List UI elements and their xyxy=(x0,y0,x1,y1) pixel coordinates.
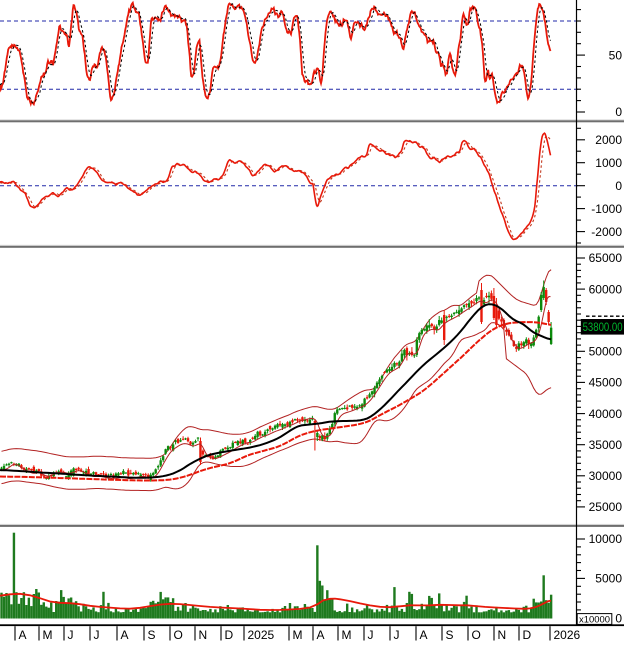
svg-text:50: 50 xyxy=(609,48,623,62)
svg-text:45000: 45000 xyxy=(589,376,623,390)
svg-text:J: J xyxy=(94,628,100,642)
svg-text:-2000: -2000 xyxy=(591,225,622,239)
svg-text:A: A xyxy=(121,628,129,642)
svg-text:40000: 40000 xyxy=(589,407,623,421)
svg-text:A: A xyxy=(420,628,428,642)
svg-text:S: S xyxy=(148,628,156,642)
svg-text:O: O xyxy=(174,628,183,642)
svg-text:10000: 10000 xyxy=(589,532,623,546)
svg-text:25000: 25000 xyxy=(589,500,623,514)
svg-text:J: J xyxy=(368,628,374,642)
svg-text:65000: 65000 xyxy=(589,251,623,265)
svg-text:2025: 2025 xyxy=(248,628,275,642)
svg-text:2000: 2000 xyxy=(595,133,622,147)
svg-text:0: 0 xyxy=(615,105,622,119)
svg-text:A: A xyxy=(19,628,27,642)
svg-text:N: N xyxy=(498,628,507,642)
svg-text:2026: 2026 xyxy=(554,628,581,642)
svg-text:30000: 30000 xyxy=(589,469,623,483)
svg-text:S: S xyxy=(446,628,454,642)
svg-text:M: M xyxy=(43,628,53,642)
svg-text:x10000: x10000 xyxy=(579,614,610,625)
svg-text:35000: 35000 xyxy=(589,438,623,452)
svg-text:60000: 60000 xyxy=(589,282,623,296)
svg-text:N: N xyxy=(199,628,208,642)
svg-text:5000: 5000 xyxy=(595,572,622,586)
svg-text:M: M xyxy=(342,628,352,642)
svg-text:-1000: -1000 xyxy=(591,202,622,216)
svg-text:D: D xyxy=(225,628,234,642)
svg-text:A: A xyxy=(317,628,325,642)
svg-text:J: J xyxy=(68,628,74,642)
svg-text:D: D xyxy=(523,628,532,642)
svg-text:53800.00: 53800.00 xyxy=(583,320,623,334)
svg-text:O: O xyxy=(472,628,481,642)
svg-text:M: M xyxy=(293,628,303,642)
svg-text:0: 0 xyxy=(615,179,622,193)
svg-text:0: 0 xyxy=(615,612,622,626)
svg-text:50000: 50000 xyxy=(589,345,623,359)
svg-text:J: J xyxy=(394,628,400,642)
svg-text:1000: 1000 xyxy=(595,156,622,170)
